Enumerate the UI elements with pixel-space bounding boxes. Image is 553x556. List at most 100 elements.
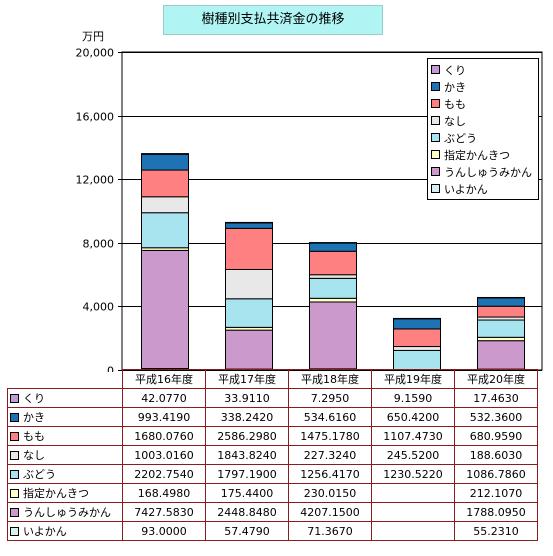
data-value: 2202.7540 <box>122 464 206 484</box>
bar-stack <box>141 153 189 371</box>
legend-swatch <box>431 133 440 142</box>
table-row: ぶどう 2202.7540 1797.1900 1256.4170 1230.5220 1… <box>7 464 538 484</box>
y-tick-label: 16,000 <box>76 111 115 124</box>
category-label: 平成16年度 <box>122 369 206 389</box>
bar-segment <box>141 249 189 370</box>
bar-stack <box>477 296 525 371</box>
data-value: 532.3600 <box>454 407 538 427</box>
row-swatch <box>10 488 19 498</box>
bar-segment <box>393 346 441 351</box>
bar-segment <box>393 328 441 348</box>
bar-segment <box>393 349 441 371</box>
row-label-text: ぶどう <box>23 468 56 481</box>
data-value: 993.4190 <box>122 407 206 427</box>
row-label-text: もも <box>23 430 45 443</box>
bar-segment <box>477 319 525 338</box>
legend-swatch <box>431 65 440 74</box>
bar-segment <box>309 250 357 276</box>
bar-segment <box>141 196 189 214</box>
legend-swatch <box>431 82 440 91</box>
chart-canvas: 万円 0 4,000 8,000 12,000 16,000 20,000 <box>76 30 543 373</box>
data-value: 175.4400 <box>205 483 289 503</box>
table-corner <box>7 369 123 389</box>
y-tick-label: 12,000 <box>76 174 115 187</box>
table-row: もも 1680.0760 2586.2980 1475.1780 1107.4730 68… <box>7 426 538 446</box>
y-tick-label: 20,000 <box>76 47 115 60</box>
bar-segment <box>309 242 357 252</box>
legend-item: ぶどう <box>431 129 535 146</box>
legend-item: うんしゅうみかん <box>431 163 535 180</box>
data-value: 1475.1780 <box>288 426 372 446</box>
row-label: いよかん <box>7 521 123 541</box>
data-value: 227.3240 <box>288 445 372 465</box>
chart-legend: くり かき もも なし ぶどう 指定かんきつ うんしゅうみかん いよかん <box>427 58 539 200</box>
row-label: くり <box>7 388 123 408</box>
bar-segment <box>225 222 273 229</box>
data-value: 93.0000 <box>122 521 206 541</box>
legend-item: もも <box>431 95 535 112</box>
row-swatch <box>10 450 19 460</box>
legend-label: くり <box>444 63 466 77</box>
data-value: 212.1070 <box>454 483 538 503</box>
data-value: 188.6030 <box>454 445 538 465</box>
legend-label: ぶどう <box>444 131 477 145</box>
bar-segment <box>309 242 357 244</box>
row-swatch <box>10 412 19 422</box>
data-value: 338.2420 <box>205 407 289 427</box>
bar-segment <box>225 227 273 270</box>
bar-segment <box>225 268 273 300</box>
row-label-text: うんしゅうみかん <box>23 506 111 519</box>
legend-swatch <box>431 99 440 108</box>
legend-swatch <box>431 116 440 125</box>
bar-stacks <box>141 153 525 371</box>
data-value: 1107.4730 <box>371 426 455 446</box>
legend-item: かき <box>431 78 535 95</box>
table-row: いよかん 93.0000 57.4790 71.3670 55.2310 <box>7 521 538 541</box>
bar-segment <box>477 297 525 307</box>
y-tick-label: 0 <box>107 365 114 373</box>
bar-segment <box>477 305 525 318</box>
table-row: 指定かんきつ 168.4980 175.4400 230.0150 212.1070 <box>7 483 538 503</box>
legend-swatch <box>431 150 440 159</box>
data-value <box>371 521 455 541</box>
data-value: 650.4200 <box>371 407 455 427</box>
data-value: 680.9590 <box>454 426 538 446</box>
table-header-row: 平成16年度 平成17年度 平成18年度 平成19年度 平成20年度 <box>7 369 538 389</box>
y-unit-label: 万円 <box>82 30 104 43</box>
legend-label: かき <box>444 80 466 94</box>
row-label-text: かき <box>23 411 45 424</box>
bar-segment <box>309 301 357 370</box>
y-tick-label: 4,000 <box>83 301 115 314</box>
bar-segment <box>477 296 525 299</box>
row-swatch <box>10 469 19 479</box>
bar-segment <box>393 317 441 320</box>
y-axis: 0 4,000 8,000 12,000 16,000 20,000 <box>76 47 122 373</box>
data-value: 245.5200 <box>371 445 455 465</box>
legend-item: くり <box>431 61 535 78</box>
bar-segment <box>225 221 273 224</box>
data-value: 2448.8480 <box>205 502 289 522</box>
data-value: 2586.2980 <box>205 426 289 446</box>
chart-title: 樹種別支払共済金の推移 <box>163 5 383 35</box>
bar-segment <box>225 298 273 328</box>
data-value: 1797.1900 <box>205 464 289 484</box>
legend-label: いよかん <box>444 182 488 196</box>
row-label: うんしゅうみかん <box>7 502 123 522</box>
category-label: 平成20年度 <box>454 369 538 389</box>
row-label: もも <box>7 426 123 446</box>
y-tick-label: 8,000 <box>83 238 115 251</box>
bar-stack <box>393 317 441 371</box>
legend-swatch <box>431 184 440 193</box>
legend-item: 指定かんきつ <box>431 146 535 163</box>
data-value: 1256.4170 <box>288 464 372 484</box>
table-row: かき 993.4190 338.2420 534.6160 650.4200 532.36… <box>7 407 538 427</box>
row-label: ぶどう <box>7 464 123 484</box>
bar-stack <box>309 242 357 371</box>
row-label-text: いよかん <box>23 525 67 538</box>
row-label: なし <box>7 445 123 465</box>
data-value: 9.1590 <box>371 388 455 408</box>
data-value: 1843.8240 <box>205 445 289 465</box>
table-row: うんしゅうみかん 7427.5830 2448.8480 4207.1500 1788.… <box>7 502 538 522</box>
bar-segment <box>309 277 357 299</box>
data-value: 17.4630 <box>454 388 538 408</box>
